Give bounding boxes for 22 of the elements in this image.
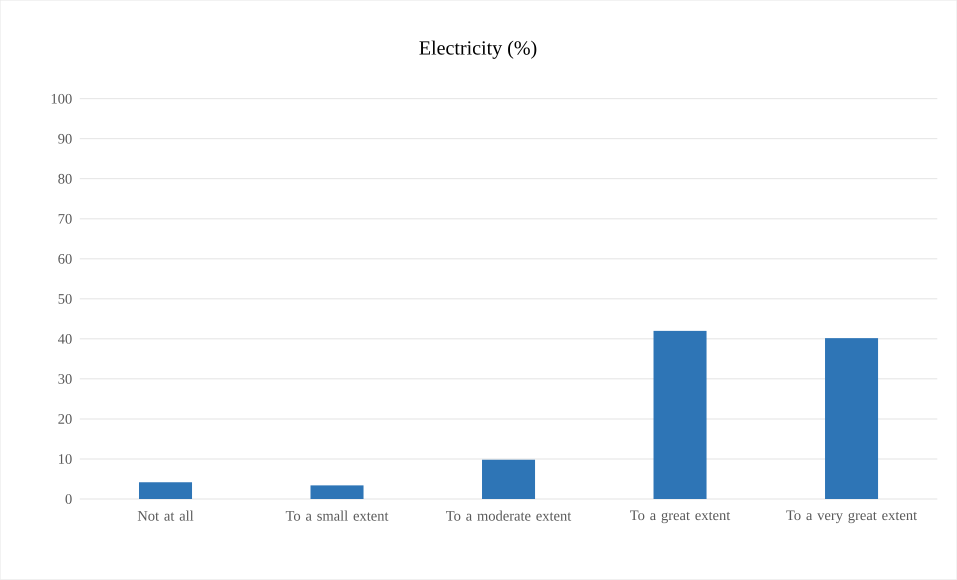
bar	[482, 460, 536, 500]
y-tick-label: 100	[52, 94, 72, 104]
chart-title: Electricity (%)	[419, 40, 536, 59]
y-tick-label: 90	[58, 134, 72, 144]
bar	[825, 338, 878, 500]
y-tick-label: 30	[58, 374, 72, 384]
y-tick-label: 80	[58, 174, 72, 184]
x-tick-label: To a small extent	[286, 510, 388, 521]
x-tick-label: To a very great extent	[786, 510, 918, 524]
x-tick-label: To a great extent	[630, 510, 730, 524]
bar	[654, 331, 707, 500]
y-tick-label: 40	[58, 334, 72, 344]
y-tick-label: 10	[59, 454, 72, 464]
x-tick-label: To a moderate extent	[446, 510, 572, 521]
y-tick-label: 60	[58, 254, 72, 264]
x-tick-label: Not at all	[138, 510, 194, 521]
bar	[310, 486, 364, 500]
y-tick-label: 20	[58, 414, 72, 424]
bar	[138, 482, 192, 500]
y-tick-label: 50	[58, 294, 72, 304]
y-tick-label: 70	[58, 214, 72, 224]
y-tick-label: 0	[66, 494, 72, 504]
